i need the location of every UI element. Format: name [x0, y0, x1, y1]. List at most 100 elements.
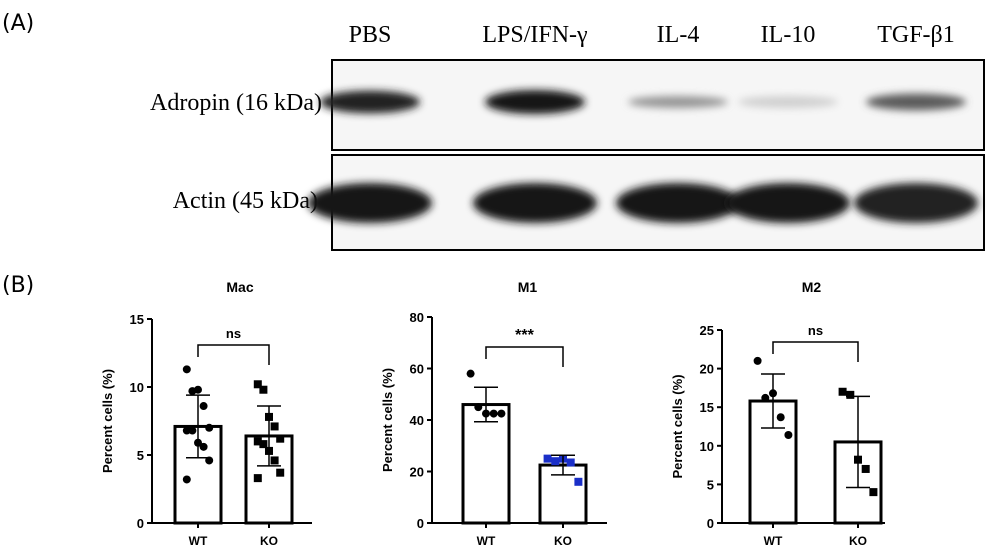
data-point: [869, 488, 878, 497]
y-axis-label: Percent cells (%): [100, 369, 115, 473]
error-bar: [474, 386, 498, 423]
actin-blot: [308, 154, 985, 251]
error-bar: [761, 373, 785, 429]
blot-band: [628, 96, 728, 108]
y-tick-label: 15: [700, 400, 714, 415]
adropin-row-label: Adropin (16 kDa): [150, 90, 322, 116]
blot-band: [866, 93, 966, 111]
lane-label: IL-10: [761, 22, 816, 48]
actin-row-label: Actin (45 kDa): [173, 188, 318, 214]
data-point: [753, 356, 762, 365]
data-point: [199, 402, 208, 411]
chart-title: M2: [802, 279, 822, 295]
significance-bracket: [485, 346, 564, 367]
y-tick-label: 5: [707, 477, 714, 492]
significance-label: ***: [515, 327, 534, 344]
data-point: [861, 464, 870, 473]
data-point: [761, 393, 770, 402]
x-tick-label: WT: [477, 534, 496, 548]
x-tick-label: WT: [189, 534, 208, 548]
data-point: [838, 387, 847, 396]
blot-band: [473, 183, 597, 223]
data-point: [199, 442, 208, 451]
x-tick-label: KO: [849, 534, 867, 548]
y-tick-label: 25: [700, 323, 714, 338]
blot-band: [616, 183, 740, 223]
blot-band: [738, 96, 838, 108]
y-tick-label: 0: [707, 516, 714, 531]
y-tick-label: 80: [410, 310, 424, 325]
data-point: [182, 365, 191, 374]
y-tick-label: 5: [137, 448, 144, 463]
data-point: [194, 385, 202, 394]
error-bar: [551, 454, 575, 476]
data-point: [188, 426, 197, 435]
chart-title: Mac: [226, 279, 253, 295]
blot-band: [320, 90, 420, 114]
data-point: [776, 413, 785, 422]
data-point: [566, 458, 575, 467]
y-tick-label: 60: [410, 362, 424, 377]
y-tick-label: 0: [137, 516, 144, 531]
data-point: [259, 385, 268, 394]
data-point: [253, 474, 262, 483]
data-point: [574, 477, 583, 486]
adropin-blot: [320, 59, 985, 151]
data-point: [259, 440, 268, 449]
lane-label: IL-4: [657, 22, 700, 48]
y-axis-label: Percent cells (%): [380, 368, 395, 472]
lane-labels: PBS LPS/IFN-γ IL-4 IL-10 TGF-β1: [349, 22, 955, 48]
data-point: [551, 457, 560, 466]
data-point: [846, 390, 855, 399]
blot-band: [726, 183, 850, 223]
data-point: [205, 423, 214, 432]
data-point: [466, 369, 475, 378]
y-tick-label: 40: [410, 413, 424, 428]
significance-label: ns: [808, 323, 823, 338]
data-point: [182, 475, 191, 484]
data-point: [784, 430, 793, 439]
y-axis-label: Percent cells (%): [670, 374, 685, 478]
x-tick-label: WT: [764, 534, 783, 548]
significance-bracket: [197, 344, 270, 365]
error-bar: [846, 395, 870, 489]
western-blot: [308, 59, 985, 251]
chart-m2: M2 Percent cells (%) 0 5 10 15 20 25 WT KO ns: [670, 279, 885, 548]
y-tick-label: 20: [410, 465, 424, 480]
lane-label: TGF-β1: [877, 22, 955, 48]
panel-a-label: (A): [2, 11, 34, 36]
x-tick-label: KO: [260, 534, 278, 548]
significance-label: ns: [226, 326, 241, 341]
data-point: [182, 426, 191, 435]
blot-band: [854, 183, 978, 223]
panel-b-label: (B): [2, 273, 34, 298]
data-point: [270, 456, 279, 465]
x-tick-label: KO: [554, 534, 572, 548]
blot-band: [308, 183, 432, 223]
lane-label: PBS: [349, 22, 392, 48]
data-point: [253, 437, 262, 446]
data-point: [497, 409, 506, 418]
data-point: [276, 468, 285, 477]
chart-mac: Mac Percent cells (%) 0 5 10 15 WT KO ns: [100, 279, 312, 548]
error-bar: [257, 405, 281, 467]
y-tick-label: 0: [417, 516, 424, 531]
data-point: [489, 409, 498, 418]
significance-bracket: [772, 341, 859, 362]
lane-label: LPS/IFN-γ: [482, 22, 588, 48]
y-tick-label: 10: [130, 380, 144, 395]
bar-charts: Mac Percent cells (%) 0 5 10 15 WT KO ns M1 Percen…: [100, 279, 885, 548]
y-tick-label: 15: [130, 312, 144, 327]
error-bar: [186, 394, 210, 459]
chart-title: M1: [518, 279, 538, 295]
data-point: [270, 422, 279, 431]
y-tick-label: 10: [700, 439, 714, 454]
data-point: [543, 454, 552, 463]
data-point: [253, 380, 262, 389]
data-point: [474, 403, 483, 412]
y-tick-label: 20: [700, 362, 714, 377]
data-point: [276, 434, 285, 443]
blot-band: [485, 90, 585, 114]
